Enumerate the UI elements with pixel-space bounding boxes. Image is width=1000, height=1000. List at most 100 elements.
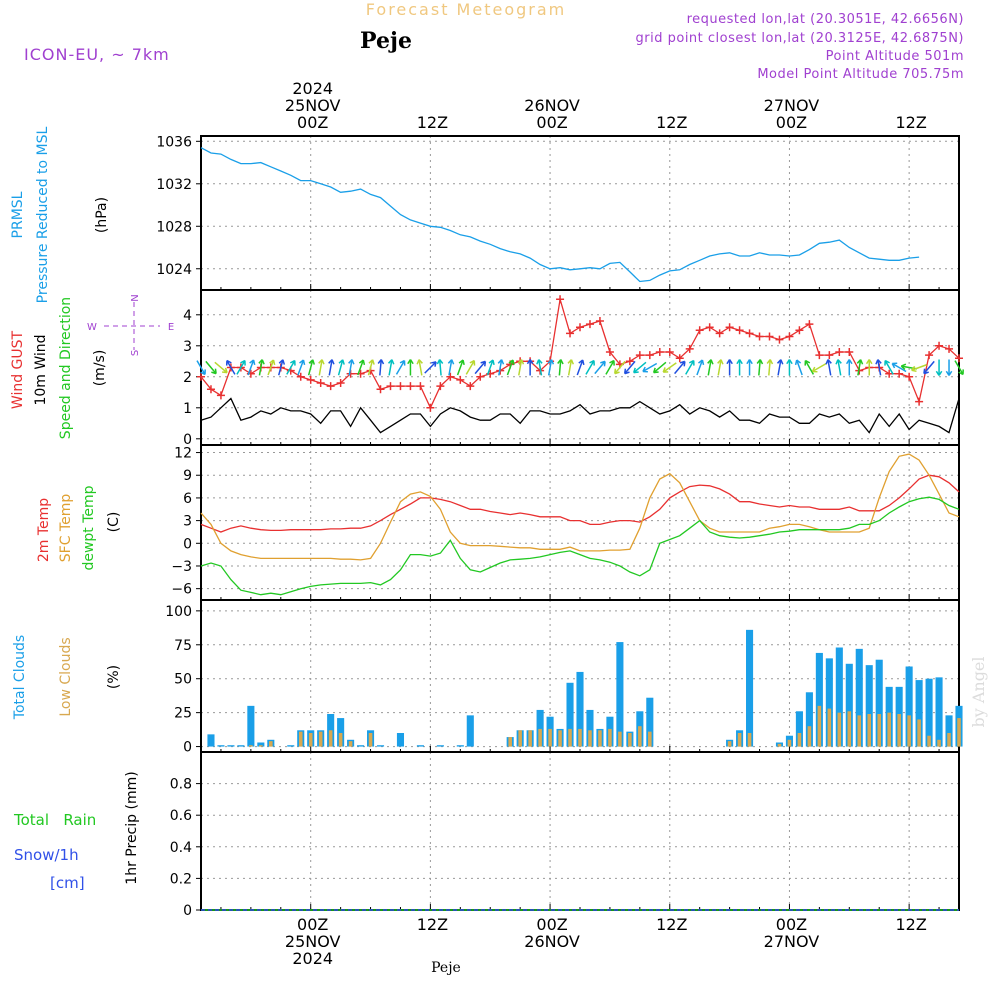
gust-marker: [216, 391, 225, 400]
low-cloud-bar: [328, 730, 333, 747]
time-label: 12Z: [417, 113, 448, 132]
low-cloud-bar: [947, 733, 951, 747]
gust-marker: [715, 329, 724, 338]
wind-arrow: [652, 361, 667, 374]
wind-arrow: [875, 359, 882, 376]
total-cloud-bar: [436, 745, 444, 747]
total-cloud-bar: [835, 647, 843, 747]
total-cloud-bar: [466, 715, 474, 747]
gust-marker: [396, 382, 405, 391]
wind-ylabel: Wind GUST 10m Wind Speed and Direction (…: [10, 297, 108, 439]
time-label: 12Z: [656, 915, 687, 934]
pressure-ylabel-1: PRMSL: [10, 191, 26, 238]
wind-arrow: [923, 360, 935, 375]
total-cloud-bar: [396, 733, 405, 747]
total-cloud-bar: [746, 629, 754, 747]
low-cloud-bar: [518, 730, 522, 747]
gust-marker: [206, 385, 215, 394]
gust-marker: [406, 382, 415, 391]
total-cloud-bar: [935, 677, 943, 747]
gust-marker: [605, 348, 614, 356]
wind-arrow: [318, 359, 325, 376]
wind-arrow: [357, 359, 366, 376]
time-label: 2024: [292, 949, 333, 968]
panel-0: 1024 1028 1032 1036: [156, 134, 960, 291]
wind-arrow: [497, 359, 505, 376]
watermark: by Angel: [969, 656, 988, 727]
ytick-label: 25: [174, 706, 192, 722]
gust-marker: [825, 351, 834, 360]
gust-marker: [955, 354, 963, 363]
ytick-label: 0: [183, 740, 192, 756]
low-cloud-bar: [737, 733, 742, 747]
chart-title: Forecast Meteogram: [366, 0, 566, 19]
total-cloud-bar: [795, 711, 803, 747]
wind-arrow: [585, 359, 595, 375]
low-cloud-bar: [917, 719, 921, 747]
wind-arrow: [436, 359, 444, 376]
gust-marker: [386, 382, 395, 391]
gust-marker: [585, 320, 594, 329]
wind-arrow: [297, 359, 306, 376]
total-cloud-bar: [337, 718, 345, 747]
low-cloud-bar: [957, 718, 961, 747]
clouds-ylabel-low: Low Clouds: [58, 637, 74, 716]
precip-ylabel: Total Rain Snow/1h [cm] 1hr Precip (mm): [13, 771, 140, 892]
time-label: 00Z: [776, 915, 807, 934]
gust-marker: [306, 375, 315, 384]
gust-marker: [745, 329, 754, 338]
ytick-label: 3: [183, 514, 192, 530]
total-cloud-bar: [357, 745, 365, 747]
gust-marker: [665, 348, 674, 356]
temp-ylabel-dewpt: dewpt Temp: [81, 485, 97, 570]
pressure-ylabel-2: Pressure Reduced to MSL: [35, 126, 51, 303]
total-cloud-bar: [905, 666, 913, 747]
total-cloud-bar: [805, 692, 813, 747]
time-label: 00Z: [536, 915, 567, 934]
low-cloud-bar: [847, 711, 852, 747]
low-cloud-bar: [747, 733, 752, 747]
total-cloud-bar: [247, 705, 255, 747]
gust-marker: [845, 348, 854, 356]
ytick-label: 0.2: [170, 871, 192, 887]
gust-marker: [316, 379, 325, 387]
ytick-label: −6: [171, 582, 192, 598]
gust-marker: [296, 372, 305, 381]
cloud-bars: [207, 629, 963, 747]
ytick-label: 1032: [156, 177, 192, 193]
wind-arrow: [910, 364, 927, 373]
low-cloud-bar: [887, 712, 891, 747]
wind-arrow: [214, 361, 228, 374]
gust-marker: [576, 323, 584, 332]
ytick-label: 0: [183, 536, 192, 552]
total-cloud-bar: [416, 745, 424, 747]
clouds-unit: (%): [106, 665, 122, 689]
gust-marker: [685, 344, 694, 353]
low-cloud-bar: [777, 743, 782, 747]
gust-marker: [935, 341, 944, 350]
ytick-label: 1028: [156, 219, 192, 235]
total-cloud-bar: [945, 715, 953, 747]
low-cloud-bar: [508, 737, 512, 747]
ytick-label: −3: [171, 559, 192, 575]
ytick-label: 4: [183, 308, 192, 324]
low-cloud-bar: [578, 728, 582, 747]
gust-marker: [655, 348, 664, 356]
wind-direction-arrows: [196, 359, 964, 376]
wind-arrow: [547, 359, 555, 376]
low-cloud-bar: [528, 730, 532, 747]
wind-arrow: [286, 359, 296, 375]
low-cloud-bar: [787, 739, 792, 747]
pressure-unit: (hPa): [94, 197, 110, 233]
low-cloud-bar: [837, 712, 842, 747]
wind-arrow: [465, 359, 476, 375]
temp-unit: (C): [106, 512, 122, 533]
time-label: 00Z: [536, 113, 567, 132]
gust-marker: [456, 375, 465, 384]
gust-marker: [725, 323, 734, 332]
total-cloud-bar: [915, 680, 923, 747]
clouds-ylabel: Total Clouds Low Clouds (%): [12, 635, 122, 720]
wind-arrow: [756, 359, 764, 376]
